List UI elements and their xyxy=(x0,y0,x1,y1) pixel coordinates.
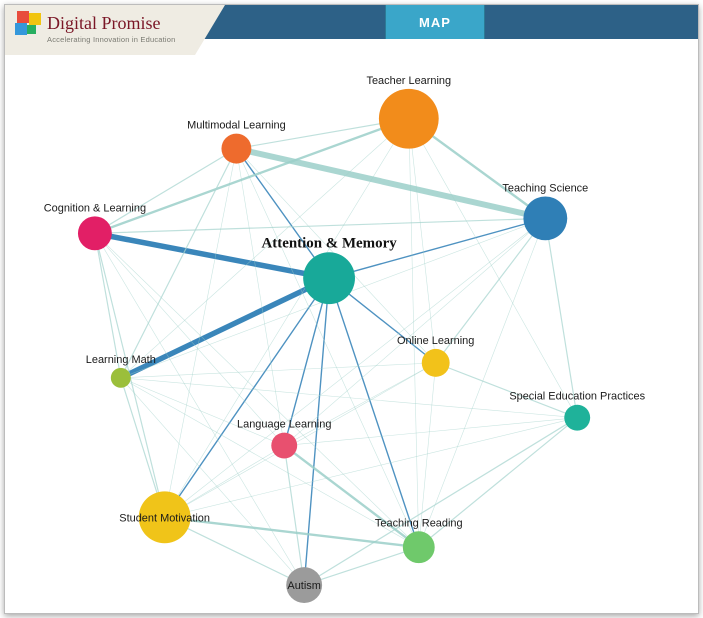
node-label-multimodal: Multimodal Learning xyxy=(187,120,286,132)
node-reading[interactable] xyxy=(403,531,435,563)
edge xyxy=(236,149,418,548)
node-multimodal[interactable] xyxy=(221,134,251,164)
network-graph[interactable]: Attention & Memory Teacher Learning Multim… xyxy=(5,39,698,613)
node-online[interactable] xyxy=(422,349,450,377)
edge xyxy=(304,547,419,585)
edge xyxy=(95,233,419,547)
node-special[interactable] xyxy=(564,405,590,431)
edge xyxy=(121,378,284,446)
edge xyxy=(436,218,546,362)
edge xyxy=(545,218,577,417)
node-cognition[interactable] xyxy=(78,216,112,250)
labels-layer: Attention & Memory Teacher Learning Multim… xyxy=(44,75,646,592)
node-label-science: Teaching Science xyxy=(502,182,588,194)
tab-map[interactable]: MAP xyxy=(385,5,485,39)
nodes-layer xyxy=(78,89,590,603)
node-autism[interactable] xyxy=(286,567,322,603)
edge xyxy=(304,418,577,585)
brand-tagline: Accelerating Innovation in Education xyxy=(47,35,176,44)
brand-mark-icon xyxy=(15,11,41,37)
node-label-cognition: Cognition & Learning xyxy=(44,202,146,214)
edge xyxy=(409,119,436,363)
edge xyxy=(436,363,578,418)
edge xyxy=(236,149,284,446)
node-attention[interactable] xyxy=(303,252,355,304)
app-frame: MAP Digital Promise Accelerating Innovat… xyxy=(4,4,699,614)
edge xyxy=(165,517,419,547)
edge xyxy=(165,278,329,517)
brand-plate: Digital Promise Accelerating Innovation … xyxy=(5,5,225,55)
node-science[interactable] xyxy=(523,196,567,240)
brand-name: Digital Promise xyxy=(47,13,161,34)
edge xyxy=(121,278,329,378)
node-motivation[interactable] xyxy=(139,491,191,543)
node-teacher[interactable] xyxy=(379,89,439,149)
node-math[interactable] xyxy=(111,368,131,388)
edge xyxy=(95,218,545,233)
node-label-attention: Attention & Memory xyxy=(261,235,397,251)
edge xyxy=(121,378,304,585)
node-label-special: Special Education Practices xyxy=(509,391,645,403)
graph-svg: Attention & Memory Teacher Learning Multim… xyxy=(5,39,698,613)
edge xyxy=(329,278,419,547)
edge xyxy=(284,446,304,586)
node-label-teacher: Teacher Learning xyxy=(366,75,451,87)
edge xyxy=(121,378,577,418)
edge xyxy=(121,363,436,378)
edge xyxy=(95,233,304,585)
node-language[interactable] xyxy=(271,433,297,459)
tab-map-label: MAP xyxy=(419,15,451,30)
